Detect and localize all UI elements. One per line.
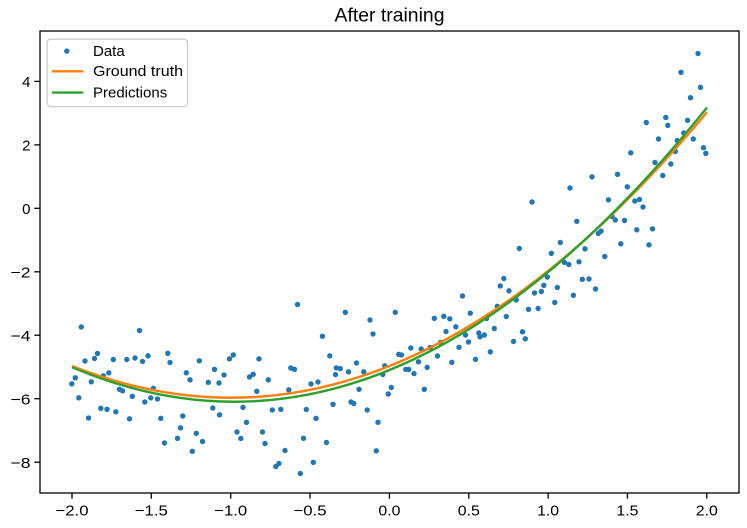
svg-text:1.0: 1.0 (537, 502, 559, 519)
svg-text:0: 0 (22, 201, 30, 218)
svg-text:0.0: 0.0 (378, 502, 400, 519)
svg-text:−2: −2 (11, 265, 31, 282)
svg-text:−8: −8 (11, 455, 31, 472)
svg-text:−1.0: −1.0 (214, 502, 247, 519)
svg-text:After training: After training (335, 5, 445, 26)
svg-text:−6: −6 (11, 391, 31, 408)
svg-text:Data: Data (93, 43, 125, 60)
svg-text:Ground truth: Ground truth (93, 63, 183, 80)
svg-text:1.5: 1.5 (616, 502, 638, 519)
svg-text:2.0: 2.0 (696, 502, 718, 519)
svg-text:−1.5: −1.5 (135, 502, 168, 519)
svg-text:−0.5: −0.5 (294, 502, 327, 519)
svg-text:−2.0: −2.0 (56, 502, 89, 519)
svg-text:−4: −4 (11, 328, 31, 345)
svg-text:0.5: 0.5 (458, 502, 480, 519)
svg-text:4: 4 (22, 74, 30, 91)
svg-text:2: 2 (22, 138, 30, 155)
svg-text:Predictions: Predictions (93, 84, 167, 101)
